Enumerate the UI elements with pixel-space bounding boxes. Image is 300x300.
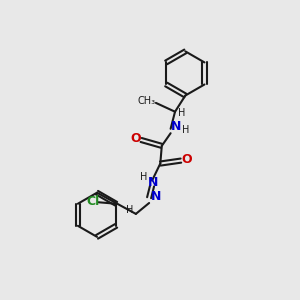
Text: H: H xyxy=(140,172,148,182)
Text: H: H xyxy=(126,206,133,215)
Text: CH₃: CH₃ xyxy=(138,95,156,106)
Text: N: N xyxy=(150,190,161,203)
Text: H: H xyxy=(178,108,185,118)
Text: N: N xyxy=(148,176,159,189)
Text: H: H xyxy=(182,125,190,135)
Text: Cl: Cl xyxy=(86,195,100,208)
Text: O: O xyxy=(182,153,192,166)
Text: N: N xyxy=(171,120,181,133)
Text: O: O xyxy=(130,132,141,145)
